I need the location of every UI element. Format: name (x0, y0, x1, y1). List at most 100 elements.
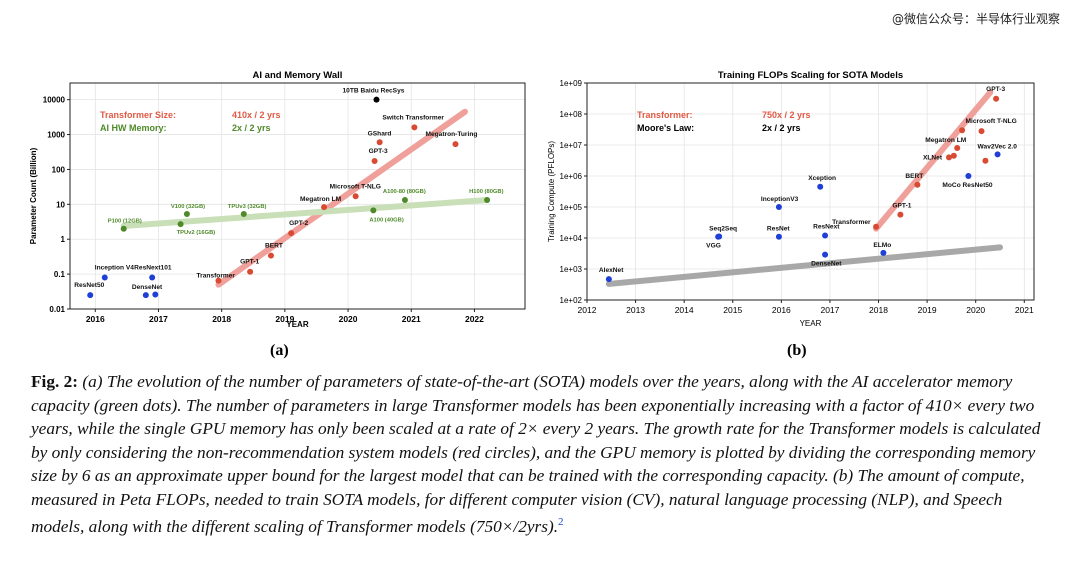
chart-b-y-tick-label: 1e+05 (560, 203, 583, 212)
chart-a-data-label: Microsoft T-NLG (330, 183, 381, 190)
chart-a-data-label: ResNet50 (74, 282, 104, 289)
chart-b-data-label: GPT-1 (892, 203, 911, 210)
chart-b-trend-line (873, 89, 994, 232)
chart-b-legend-rate: 2x / 2 yrs (762, 123, 801, 133)
chart-b-x-tick-label: 2012 (578, 305, 597, 315)
chart-b-data-point (965, 173, 972, 179)
chart-a-ylabel: Parameter Count (Billion) (29, 147, 38, 244)
chart-a-y-tick-label: 100 (52, 165, 66, 174)
chart-a-legend-rate: 2x / 2 yrs (232, 123, 271, 133)
chart-a-data-label: GPT-3 (369, 148, 388, 155)
chart-a-data-point (177, 221, 184, 228)
chart-a-y-tick-label: 10000 (43, 96, 66, 105)
chart-b-legend-label: Transformer: (637, 110, 693, 120)
chart-a-data-label: TPUv3 (32GB) (228, 204, 267, 210)
chart-a-legend-label: AI HW Memory: (100, 123, 167, 133)
chart-b-data-label: ELMo (873, 242, 891, 249)
chart-b-trend-line (605, 244, 1003, 287)
chart-a-data-label: GShard (368, 130, 392, 137)
chart-b-data-point (873, 223, 880, 230)
chart-b-y-tick-label: 1e+04 (560, 234, 583, 243)
chart-b-data-label: Transformer (832, 219, 871, 226)
chart-a-data-point (183, 210, 190, 217)
chart-b-data-label: Seq2Seq (709, 225, 737, 232)
chart-a-data-point (452, 141, 459, 148)
chart-a-x-tick-label: 2016 (86, 314, 105, 324)
chart-a-data-point (267, 252, 274, 259)
chart-a-trend-line (215, 108, 468, 288)
chart-b-data-point (982, 157, 989, 164)
chart-a-data-point (484, 197, 491, 204)
chart-b-data-point (994, 151, 1001, 158)
chart-b-data-point (950, 152, 957, 159)
chart-a-data-label: Megatron LM (300, 196, 342, 203)
chart-a-data-point (149, 274, 156, 281)
chart-b-data-point (954, 145, 961, 152)
chart-b-y-tick-label: 1e+06 (560, 172, 583, 181)
chart-a-data-point (321, 204, 328, 211)
chart-b-data-label: Wav2Vec 2.0 (978, 143, 1018, 150)
chart-b-data-point (914, 181, 921, 188)
chart-a-data-label: DenseNet (132, 284, 163, 291)
chart-b-y-tick-label: 1e+02 (560, 296, 583, 305)
chart-a-data-label: ResNext101 (134, 264, 172, 271)
chart-a-data-point (401, 197, 408, 204)
chart-b-data-point (822, 232, 829, 239)
chart-a-data-point (376, 139, 383, 146)
chart-b-x-tick-label: 2017 (820, 305, 839, 315)
chart-a-data-point (120, 225, 127, 232)
chart-b-data-label: GPT-3 (986, 86, 1005, 93)
chart-b-data-label: Megatron LM (925, 137, 967, 144)
chart-a-data-label: Switch Transformer (382, 114, 444, 121)
chart-b-axes-frame (586, 82, 1035, 301)
chart-b-x-tick-label: 2020 (966, 305, 985, 315)
chart-b-data-label: AlexNet (599, 267, 624, 274)
chart-a-x-tick-label: 2017 (149, 314, 168, 324)
chart-a-data-point (373, 96, 380, 103)
chart-a-data-label: BERT (265, 243, 283, 250)
chart-a-data-point (152, 291, 159, 298)
chart-b-data-point (605, 276, 612, 283)
chart-b-x-tick-label: 2015 (723, 305, 742, 315)
chart-a-y-tick-label: 0.01 (49, 305, 65, 314)
caption-body: (a) The evolution of the number of param… (31, 372, 1041, 536)
chart-a-data-point (247, 268, 254, 275)
chart-b-data-label: VGG (706, 243, 721, 250)
chart-a-x-tick-label: 2021 (402, 314, 421, 324)
chart-b-x-tick-label: 2014 (675, 305, 694, 315)
chart-a-axes-frame (69, 82, 526, 310)
subfigure-label-a: (a) (270, 342, 289, 359)
chart-a-trend-line (120, 197, 491, 229)
chart-ai-memory-wall: 2016 2017 2018 2019 2020 2021 2022 0.01 0.1 1 10 10… (29, 70, 526, 329)
chart-a-data-point (352, 193, 359, 200)
chart-a-x-tick-label: 2019 (275, 314, 294, 324)
chart-a-data-point (142, 292, 149, 299)
chart-a-y-tick-label: 10 (56, 200, 65, 209)
chart-b-data-label: ResNext (813, 224, 840, 231)
chart-a-data-label: A100 (40GB) (369, 217, 404, 223)
chart-a-data-label: GPT-2 (289, 220, 308, 227)
watermark: @微信公众号：半导体行业观察 (891, 12, 1060, 26)
chart-b-x-tick-label: 2016 (772, 305, 791, 315)
chart-b-y-tick-label: 1e+07 (560, 141, 583, 150)
chart-b-legend-rate: 750x / 2 yrs (762, 110, 811, 120)
chart-b-data-point (993, 95, 1000, 102)
chart-b-xlabel: YEAR (800, 319, 822, 328)
caption-footnote: 2 (558, 516, 564, 528)
chart-a-data-point (215, 277, 222, 284)
caption-lead: Fig. 2: (31, 372, 79, 391)
chart-b-title: Training FLOPs Scaling for SOTA Models (718, 70, 903, 81)
chart-a-data-label: 10TB Baidu RecSys (342, 88, 404, 95)
chart-b-data-point (817, 183, 824, 190)
chart-a-data-point (240, 210, 247, 217)
chart-a-legend-rate: 410x / 2 yrs (232, 110, 281, 120)
chart-a-data-point (288, 230, 295, 237)
chart-a-data-label: P100 (12GB) (108, 219, 142, 225)
chart-b-data-label: XLNet (923, 154, 943, 161)
chart-a-data-point (101, 274, 108, 281)
chart-b-x-tick-label: 2013 (626, 305, 645, 315)
chart-b-y-tick-label: 1e+03 (560, 265, 583, 274)
chart-a-y-tick-label: 1000 (47, 131, 65, 140)
chart-b-x-tick-label: 2019 (918, 305, 937, 315)
chart-b-data-label: Microsoft T-NLG (966, 118, 1017, 125)
